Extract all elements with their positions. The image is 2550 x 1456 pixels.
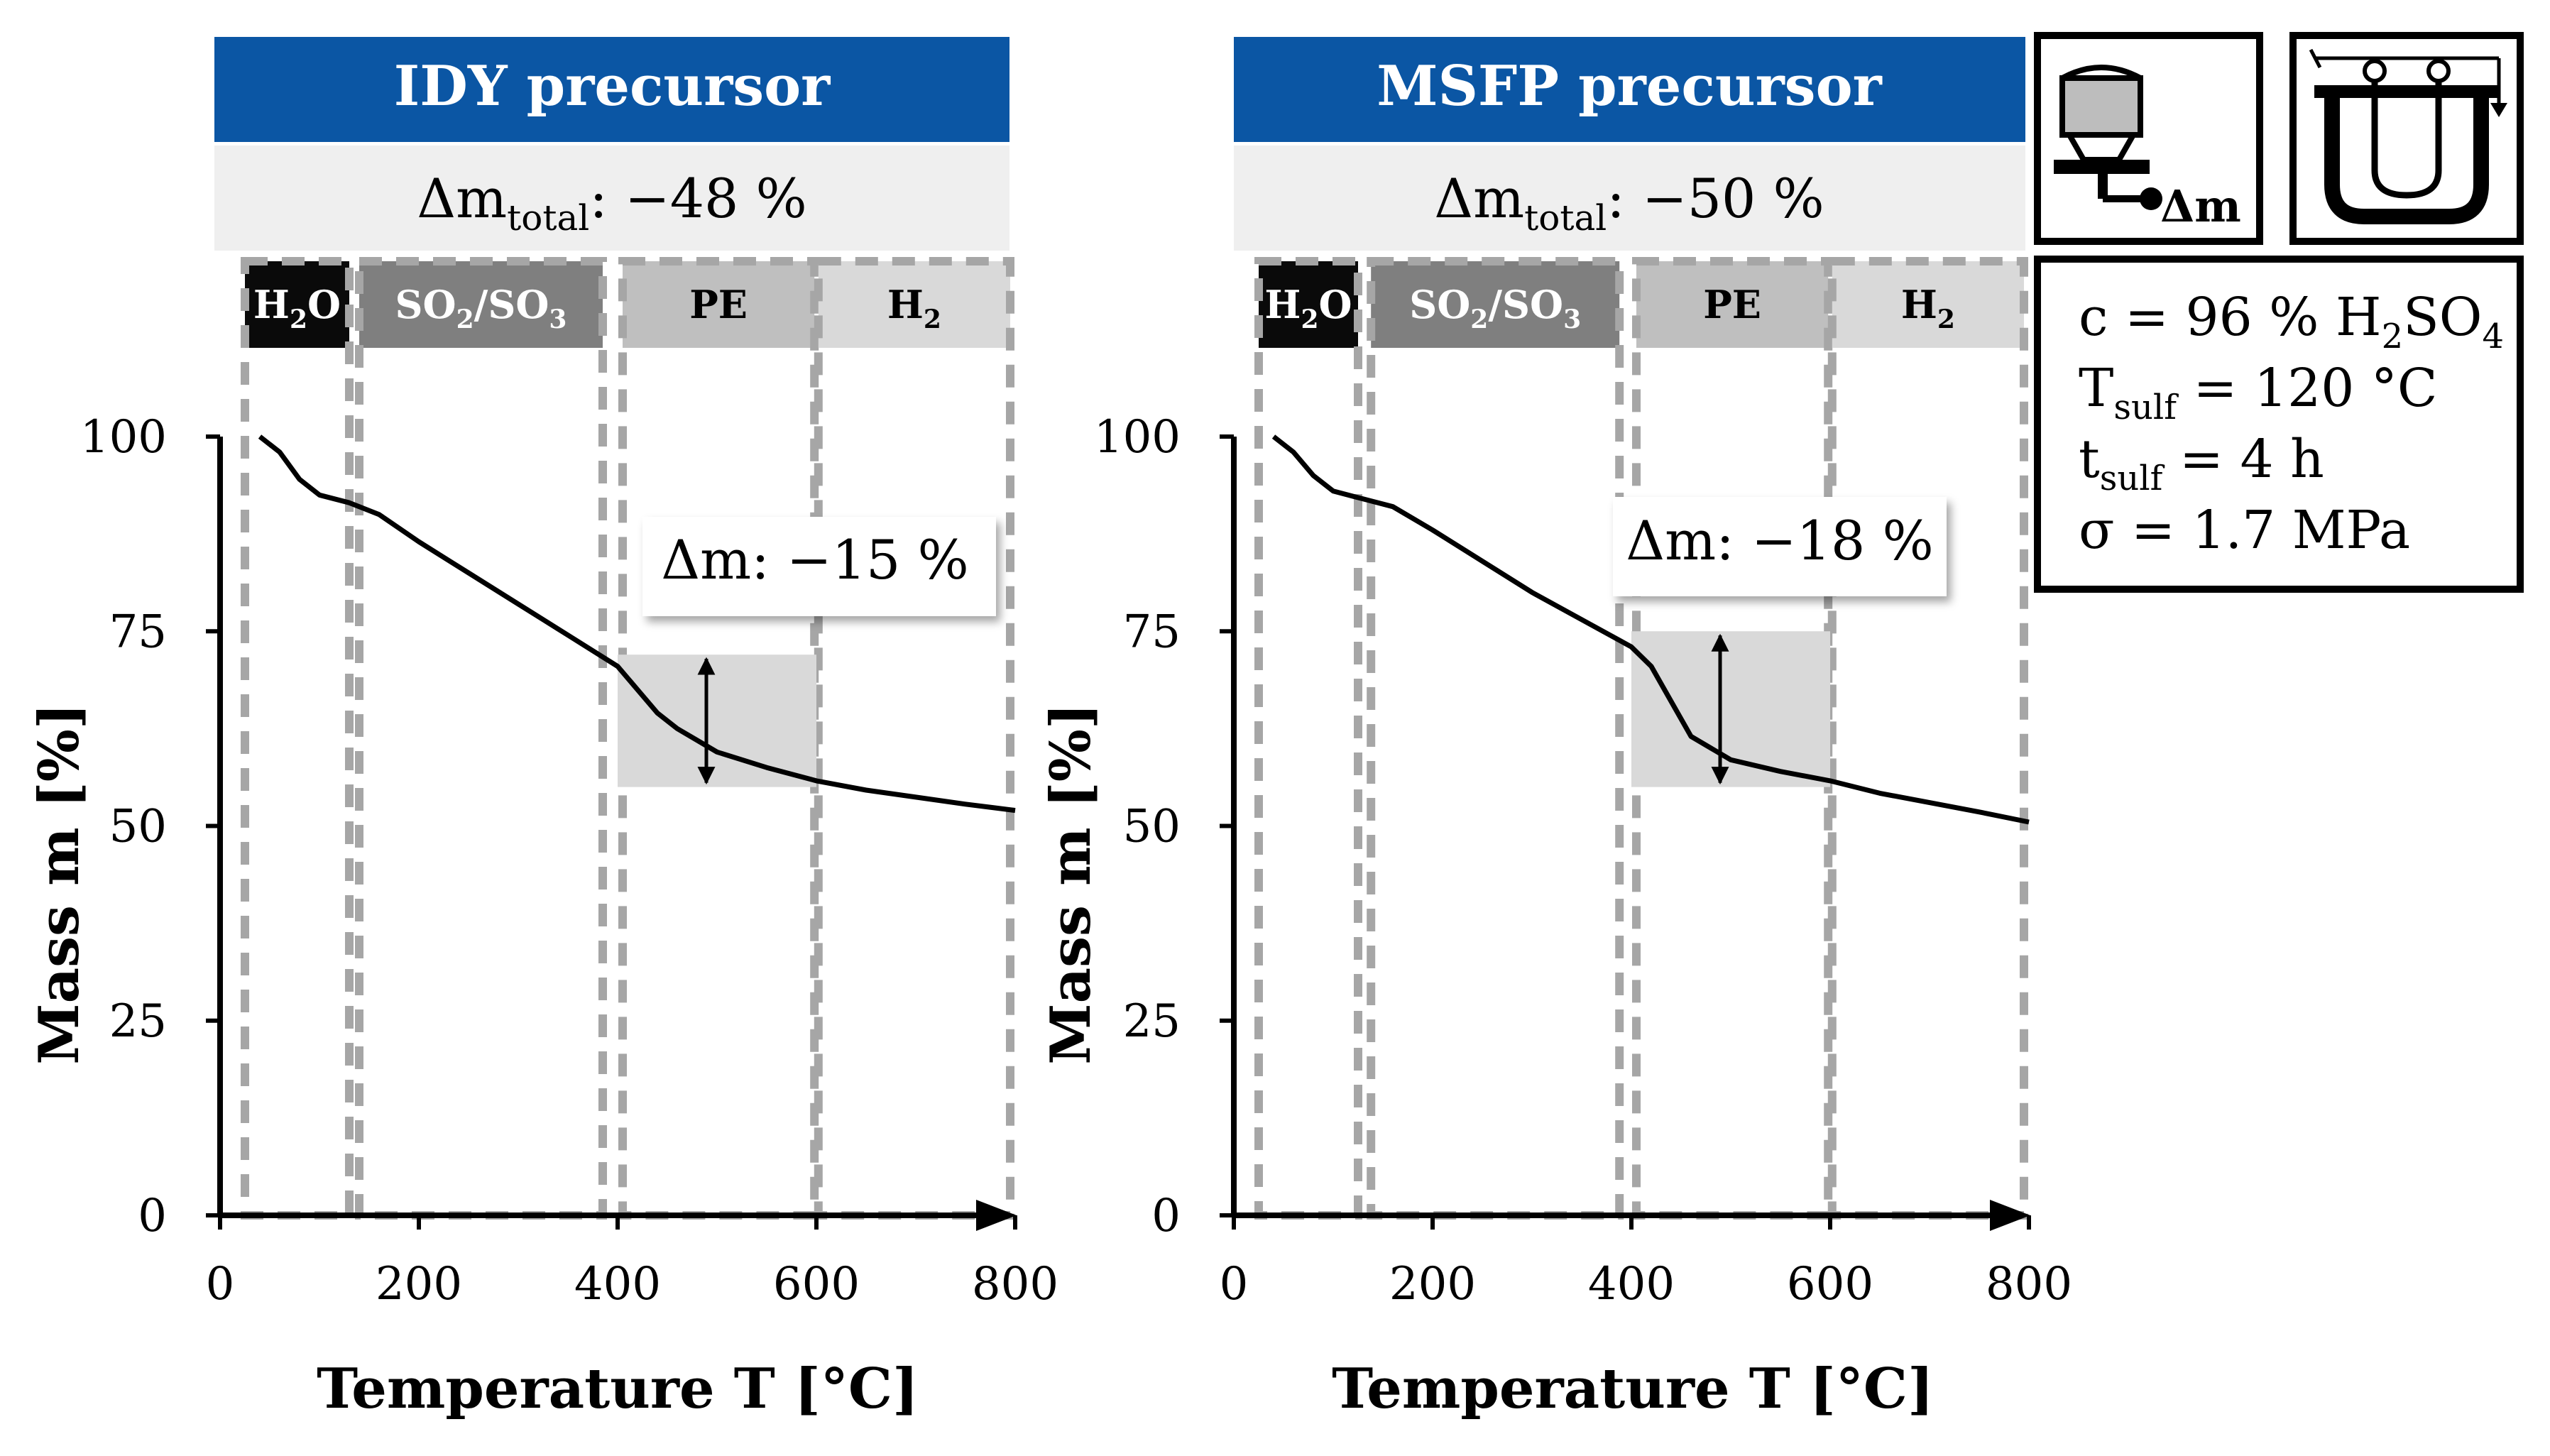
x-tick-label: 0 — [1220, 1258, 1249, 1310]
region-label: PE — [689, 282, 748, 327]
condition-concentration: c = 96 % H2SO4 — [2079, 287, 2504, 356]
region-label: H2 — [887, 282, 941, 334]
x-axis-label: Temperature T [°C] — [317, 1357, 919, 1421]
step-label-box — [1613, 497, 1947, 596]
condition-stress: σ = 1.7 MPa — [2079, 500, 2410, 561]
step-label-box — [642, 517, 996, 616]
y-axis-label: Mass m [%] — [27, 703, 92, 1064]
step-highlight — [618, 655, 816, 787]
total-loss-bar — [1234, 146, 2025, 251]
sulfonation-bath-icon — [2309, 48, 2507, 224]
balance-icon-box: Δm — [2034, 32, 2263, 245]
header-bar — [214, 37, 1009, 142]
plot-area — [1231, 434, 2030, 1231]
x-tick-label: 0 — [206, 1258, 235, 1310]
condition-time: tsulf = 4 h — [2079, 429, 2324, 498]
axis-ticks: 0 200 400 600 800 0 25 50 75 100 — [1094, 411, 2072, 1310]
y-tick-label: 50 — [109, 801, 167, 853]
mass-curve — [258, 434, 1016, 814]
region-strip — [245, 261, 349, 348]
region-label: SO2/SO3 — [395, 282, 567, 334]
total-loss-label: Δmtotal: −48 % — [417, 167, 807, 239]
step-label: Δm: −15 % — [661, 528, 968, 591]
x-axis-label: Temperature T [°C] — [1332, 1357, 1934, 1421]
total-loss-bar — [214, 146, 1009, 251]
region-border — [1367, 257, 1624, 1220]
region-label: PE — [1703, 282, 1761, 327]
x-tick-label: 400 — [1588, 1258, 1675, 1310]
region-strip — [359, 261, 603, 348]
y-tick-label: 50 — [1123, 801, 1181, 853]
x-tick-label: 400 — [574, 1258, 661, 1310]
region-strip — [1259, 261, 1358, 348]
region-strip — [1636, 261, 1829, 348]
region-strip — [623, 261, 815, 348]
chart-msfp: MSFP precursor Δmtotal: −50 % H2O SO2/SO3… — [1039, 37, 2072, 1421]
region-border — [355, 257, 607, 1220]
conditions-box: c = 96 % H2SO4 Tsulf = 120 °C tsulf = 4 … — [2034, 256, 2524, 593]
y-tick-label: 25 — [109, 995, 167, 1048]
region-border — [241, 257, 354, 1220]
x-tick-label: 600 — [773, 1258, 860, 1310]
total-loss-label: Δmtotal: −50 % — [1434, 167, 1824, 239]
region-label: H2O — [1264, 282, 1352, 334]
y-tick-label: 0 — [138, 1190, 167, 1242]
step-highlight — [1631, 631, 1830, 787]
region-border — [1254, 257, 1362, 1220]
step-annotation-group: Δm: −18 % — [1613, 497, 1947, 596]
x-axis-arrowhead — [1990, 1200, 2030, 1231]
thermogravimetric-balance-icon — [2054, 65, 2162, 210]
region-label: SO2/SO3 — [1409, 282, 1581, 334]
y-tick-label: 0 — [1151, 1190, 1181, 1242]
condition-temperature: Tsulf = 120 °C — [2079, 358, 2437, 427]
x-tick-label: 200 — [376, 1258, 462, 1310]
region-border — [1827, 257, 2029, 1220]
x-tick-label: 800 — [972, 1258, 1058, 1310]
x-tick-label: 600 — [1787, 1258, 1873, 1310]
y-tick-label: 75 — [1123, 606, 1181, 658]
region-strip — [1832, 261, 2024, 348]
y-tick-label: 100 — [1094, 411, 1181, 464]
step-label: Δm: −18 % — [1626, 509, 1933, 572]
header-bar — [1234, 37, 2025, 142]
y-tick-label: 75 — [109, 606, 167, 658]
chart-header: MSFP precursor — [1377, 54, 1882, 119]
region-border — [814, 257, 1015, 1220]
region-label: H2 — [1901, 282, 1955, 334]
axis-ticks: 0 200 400 600 800 0 25 50 75 100 — [80, 411, 1058, 1310]
step-annotation-group: Δm: −15 % — [642, 517, 996, 616]
balance-label: Δm — [2160, 180, 2241, 232]
region-label: H2O — [253, 282, 341, 334]
bath-icon-box — [2289, 32, 2524, 245]
y-tick-label: 25 — [1123, 995, 1181, 1048]
x-axis-arrowhead — [976, 1200, 1017, 1231]
y-axis-label: Mass m [%] — [1039, 703, 1103, 1064]
region-strip — [818, 261, 1010, 348]
region-strip — [1371, 261, 1620, 348]
y-tick-label: 100 — [80, 411, 167, 464]
x-tick-label: 800 — [1986, 1258, 2072, 1310]
chart-header: IDY precursor — [394, 54, 831, 119]
mass-curve — [1271, 434, 2030, 825]
chart-idy: IDY precursor Δmtotal: −48 % H2O SO2/SO3 P… — [27, 37, 1058, 1421]
x-tick-label: 200 — [1389, 1258, 1476, 1310]
